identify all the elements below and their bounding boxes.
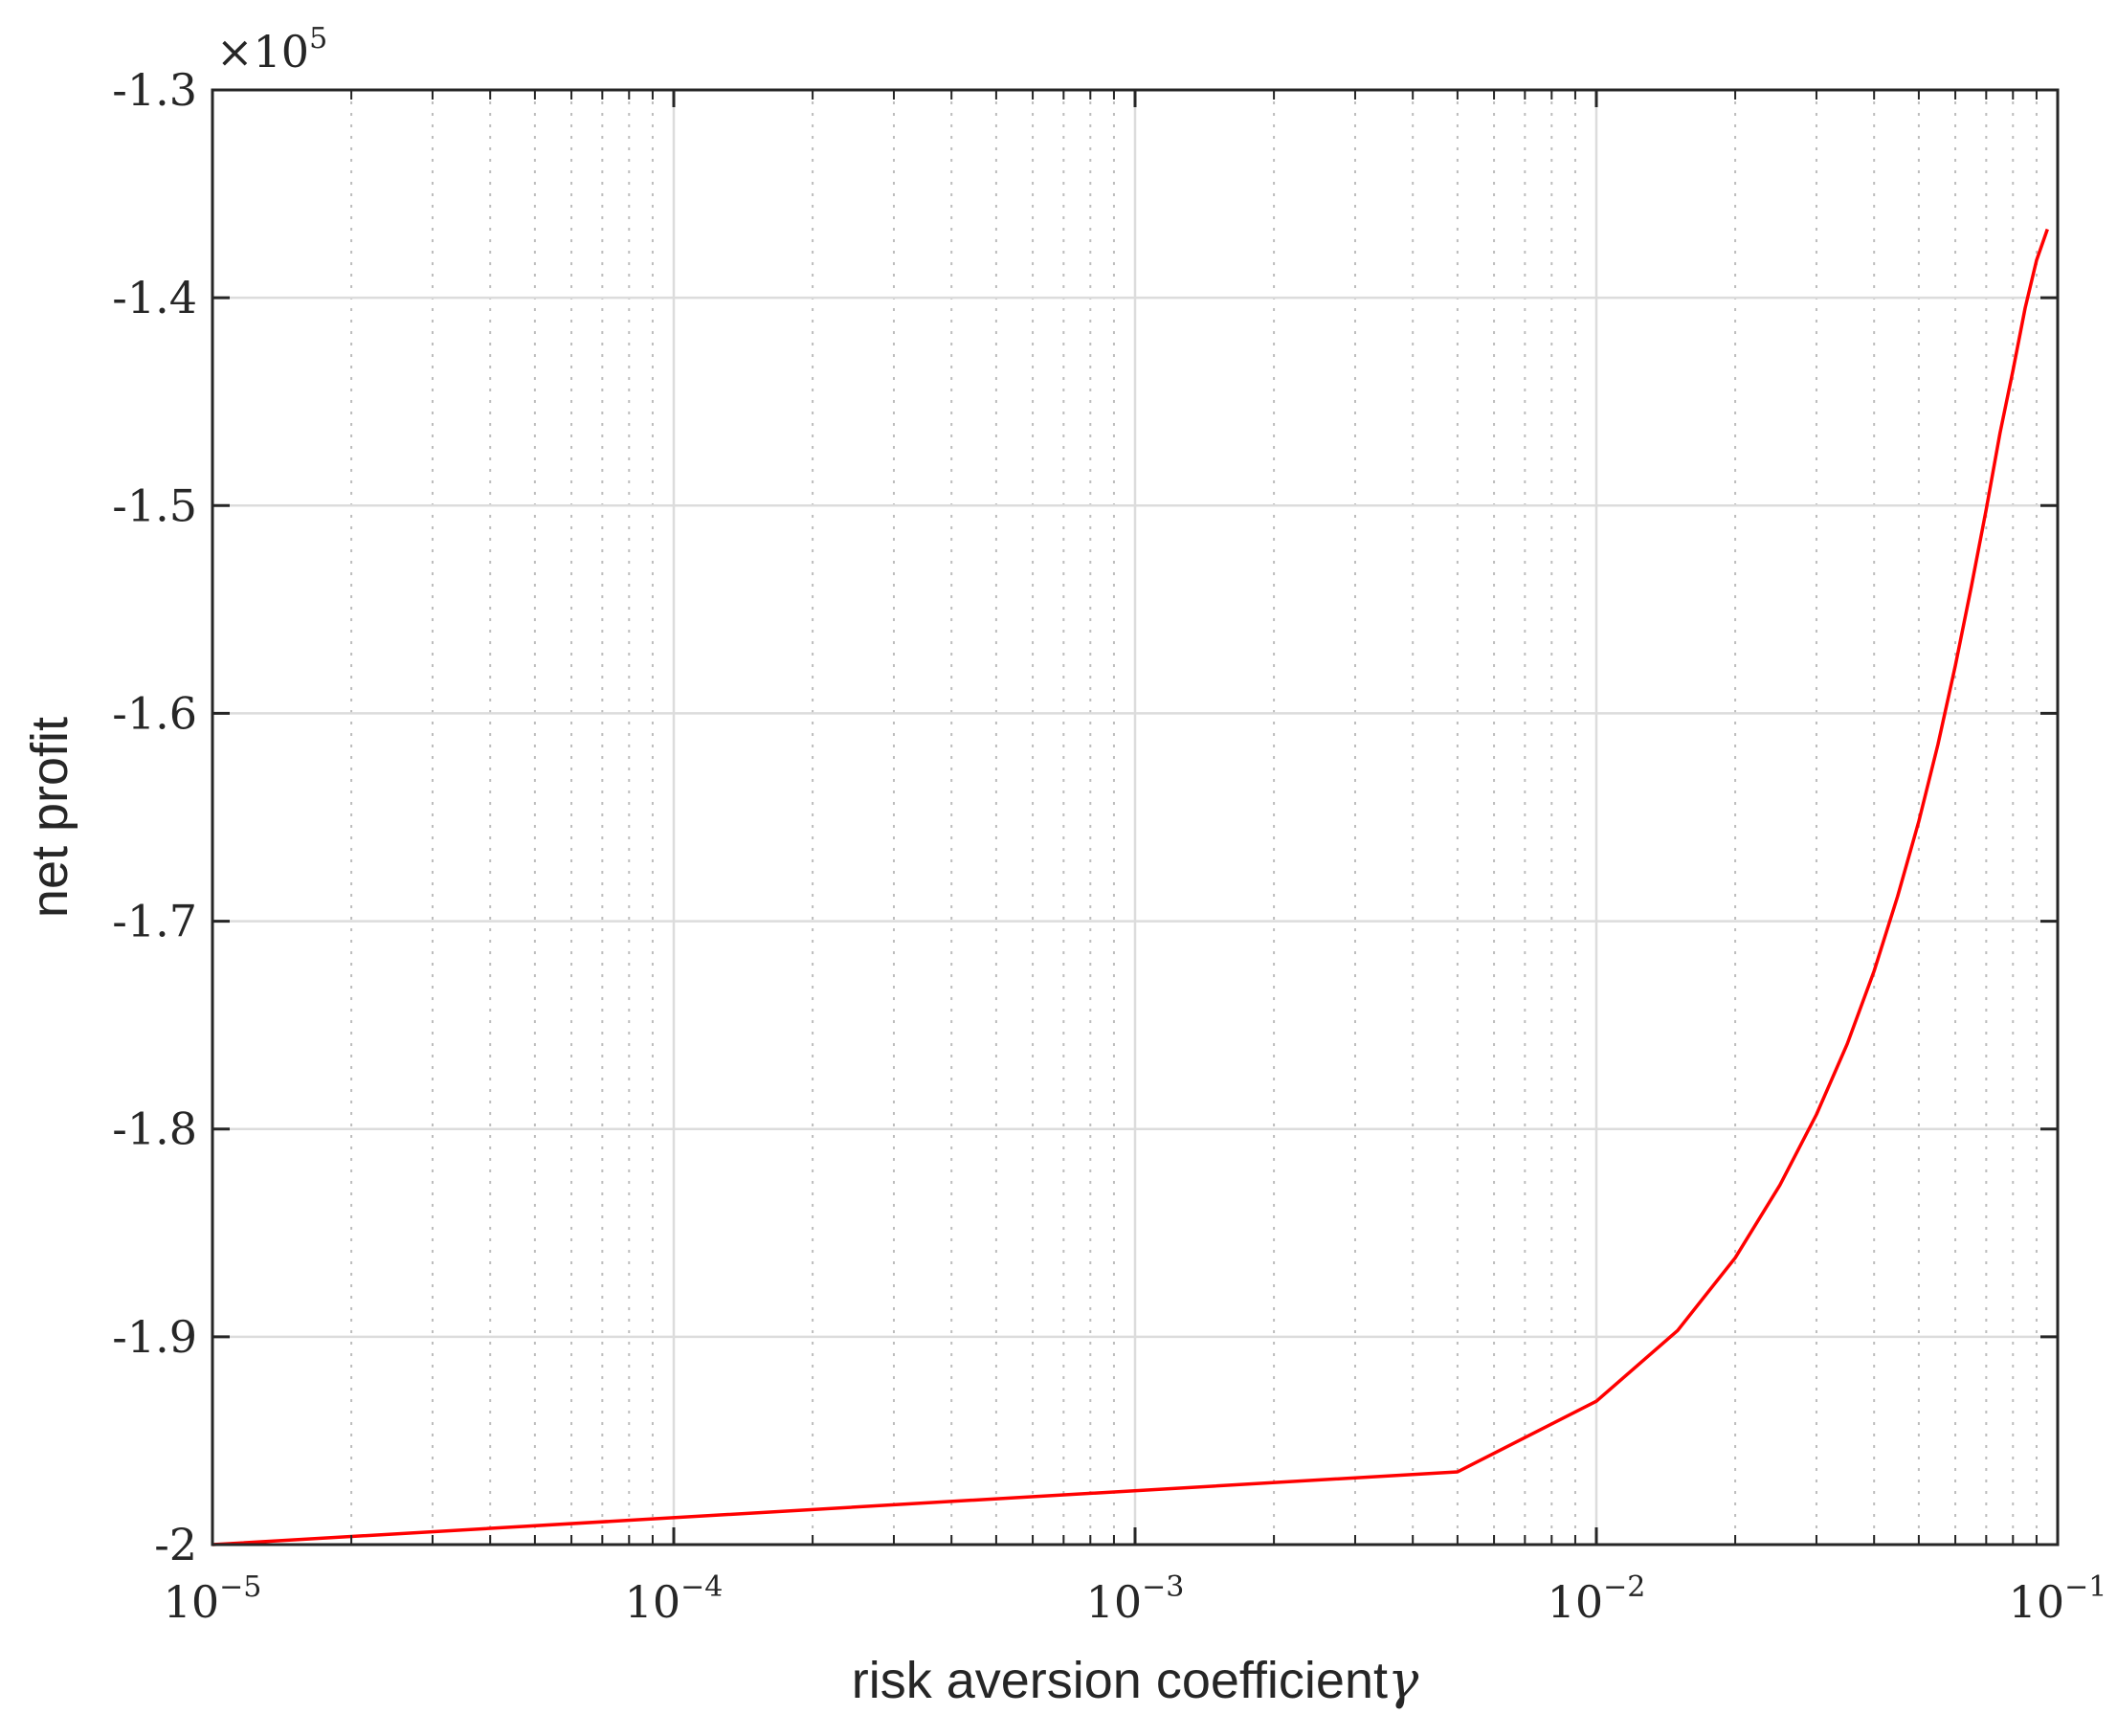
y-multiplier: ×105 — [216, 22, 327, 78]
x-axis-label-text: risk aversion coefficient — [852, 1652, 1388, 1709]
ticks — [211, 88, 2060, 1547]
y-tick-labels: -1.3 -1.4 -1.5 -1.6 -1.7 -1.8 -1.9 -2 — [112, 64, 197, 1570]
x-tick-label: 10−2 — [1548, 1570, 1646, 1628]
y-tick-label: -2 — [154, 1519, 197, 1570]
y-tick-label: -1.7 — [112, 896, 197, 947]
series-line — [212, 228, 2049, 1547]
y-tick-label: -1.6 — [112, 687, 197, 739]
minor-grid — [350, 90, 2038, 1545]
y-tick-label: -1.5 — [112, 479, 197, 531]
x-tick-label: 10−5 — [164, 1570, 262, 1628]
x-tick-label: 10−1 — [2009, 1570, 2107, 1628]
x-axis-label: risk aversion coefficientγ — [852, 1650, 1419, 1710]
x-axis-label-symbol: γ — [1388, 1650, 1419, 1710]
x-tick-label: 10−4 — [625, 1570, 724, 1628]
y-tick-label: -1.8 — [112, 1103, 197, 1155]
x-tick-label: 10−3 — [1086, 1570, 1185, 1628]
series-layer — [212, 228, 2049, 1547]
y-tick-label: -1.4 — [112, 272, 197, 323]
x-tick-labels: 10−5 10−4 10−3 10−2 10−1 — [164, 1570, 2107, 1628]
y-tick-label: -1.3 — [112, 64, 197, 116]
y-axis-label: net profit — [21, 717, 78, 918]
y-tick-label: -1.9 — [112, 1311, 197, 1363]
